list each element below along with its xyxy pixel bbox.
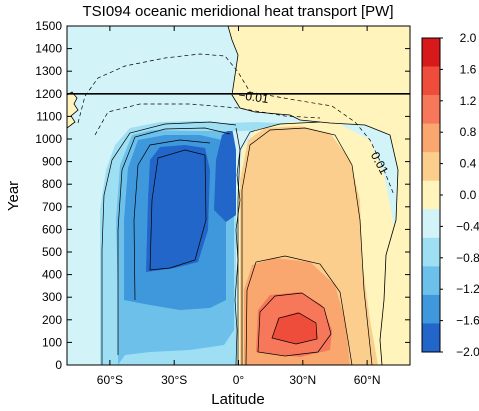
y-tick-label: 800 <box>42 177 62 191</box>
colorbar-tick-label: −1.2 <box>456 282 479 296</box>
y-tick-label: 300 <box>42 290 62 304</box>
colorbar-segment <box>422 180 440 210</box>
contour-line <box>271 312 318 345</box>
colorbar: 2.0 1.6 1.2 0.8 0.4 0.0 −0.4 −0.8 −1.2 −1.6 −2.0 <box>421 31 479 359</box>
y-tick-label: 500 <box>42 245 62 259</box>
negative-transport-region <box>146 145 210 272</box>
contour-line <box>237 121 321 365</box>
negative-transport-region <box>214 128 236 222</box>
colorbar-segment <box>422 237 440 267</box>
contour-line <box>117 127 231 355</box>
contour-line <box>94 103 321 136</box>
colorbar-segment <box>422 66 440 96</box>
y-tick-label: 1400 <box>35 42 62 56</box>
chart-title: TSI094 oceanic meridional heat transport… <box>83 3 394 20</box>
x-tick-label: 60°N <box>354 373 381 387</box>
colorbar-tick-label: −1.6 <box>456 314 479 328</box>
contour-line <box>241 127 373 365</box>
y-tick-label: 200 <box>42 313 62 327</box>
colorbar-segment <box>422 294 440 324</box>
x-tick-label: 0° <box>233 373 245 387</box>
colorbar-segment <box>422 95 440 124</box>
y-tick-label: 1300 <box>35 64 62 78</box>
x-tick-label: 30°N <box>289 373 316 387</box>
colorbar-segment <box>422 266 440 296</box>
colorbar-segment <box>422 209 440 239</box>
contour-line <box>77 53 395 196</box>
y-tick-label: 1200 <box>35 87 62 101</box>
land-region <box>227 26 410 365</box>
y-tick-label: 1000 <box>35 132 62 146</box>
y-tick-label: 600 <box>42 222 62 236</box>
contour-line <box>149 149 207 271</box>
x-tick-label: 30°S <box>161 373 187 387</box>
y-tick-label: 100 <box>42 335 62 349</box>
y-tick-label: 1100 <box>36 109 62 123</box>
colorbar-tick-label: −2.0 <box>456 345 479 359</box>
contour-line <box>234 127 241 365</box>
plot-area <box>67 26 410 365</box>
y-axis-label: Year <box>5 181 22 211</box>
y-axis: 0 100 200 300 400 500 600 700 800 900 1000 1100 1200… <box>35 19 410 372</box>
y-tick-label: 900 <box>42 155 62 169</box>
colorbar-tick-label: 0.8 <box>460 125 477 139</box>
contour-line <box>245 255 353 365</box>
y-tick-label: 0 <box>55 358 62 372</box>
contour-line <box>133 139 211 301</box>
colorbar-segment <box>422 323 440 353</box>
contour-line <box>257 292 332 357</box>
y-tick-label: 1500 <box>35 19 62 33</box>
colorbar-tick-label: 0.4 <box>460 157 477 171</box>
colorbar-tick-label: −0.8 <box>456 251 479 265</box>
colorbar-tick-label: 0.0 <box>460 188 477 202</box>
y-tick-label: 700 <box>42 200 62 214</box>
x-tick-label: 60°S <box>97 373 123 387</box>
x-axis: 60°S 30°S 0° 30°N 60°N <box>97 26 381 387</box>
colorbar-segment <box>422 38 440 67</box>
colorbar-segment <box>422 123 440 153</box>
colorbar-tick-label: 1.6 <box>460 62 477 76</box>
colorbar-segment <box>422 152 440 182</box>
colorbar-tick-label: 2.0 <box>460 31 477 45</box>
contour-label: −0.01 <box>238 88 270 106</box>
colorbar-tick-label: −0.4 <box>456 219 479 233</box>
contour-line <box>101 121 237 365</box>
positive-transport-region <box>272 312 318 344</box>
colorbar-tick-label: 1.2 <box>460 94 477 108</box>
x-axis-label: Latitude <box>211 391 264 408</box>
y-tick-label: 400 <box>42 268 62 282</box>
